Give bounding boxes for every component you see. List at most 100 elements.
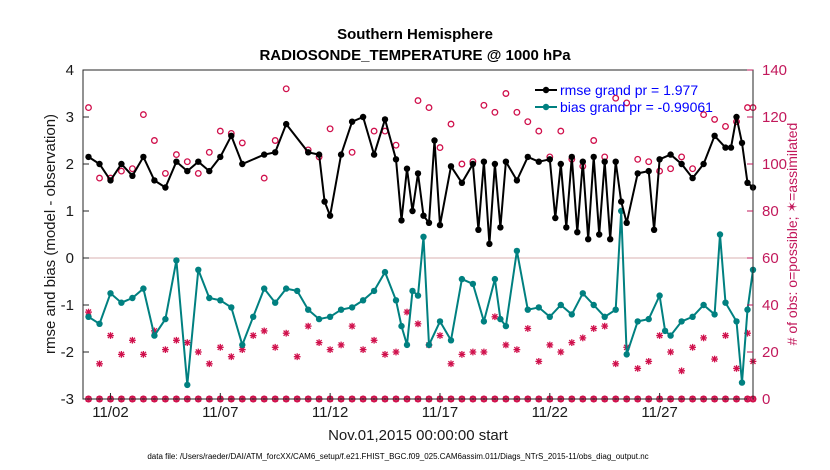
obs-possible-point: [612, 94, 620, 102]
rmse-point: [184, 167, 191, 175]
y-tick-label: -1: [61, 297, 74, 314]
rmse-point: [513, 177, 521, 184]
data-file-footnote: data file: /Users/raeder/DAI/ATM_forcXX/…: [147, 452, 648, 461]
rmse-point: [596, 231, 603, 238]
bias-point: [305, 306, 312, 313]
rmse-point: [321, 198, 328, 205]
legend-rmse-marker: [542, 86, 550, 94]
bias-point: [568, 311, 575, 318]
x-tick-label: 11/22: [532, 404, 568, 421]
obs-possible-point: [557, 127, 565, 135]
obs-assimilated-point: [469, 348, 477, 356]
bias-point: [601, 313, 608, 320]
obs-assimilated-point: [282, 329, 290, 337]
rmse-point: [667, 151, 674, 158]
obs-assimilated-point: [546, 341, 554, 349]
bias-series-group: [85, 207, 757, 389]
obs-possible-point: [480, 101, 488, 109]
rmse-point: [458, 179, 466, 186]
obs-star-stroke: [85, 309, 92, 316]
rmse-point: [579, 158, 586, 165]
obs-star-stroke: [634, 365, 641, 372]
bias-point: [370, 287, 378, 295]
obs-star-stroke: [338, 341, 345, 348]
obs-assimilated-point: [183, 339, 191, 346]
rmse-point: [563, 224, 570, 231]
rmse-point: [469, 160, 477, 168]
rmse-point: [497, 224, 504, 231]
obs-assimilated-point: [579, 334, 587, 342]
rmse-point: [162, 184, 169, 191]
right-tick-label: 80: [762, 203, 779, 220]
obs-star-stroke: [601, 323, 608, 330]
obs-star-stroke: [524, 325, 531, 332]
obs-assimilated-point: [447, 360, 455, 368]
obs-possible-point: [700, 111, 708, 119]
right-tick-label: 140: [762, 62, 787, 79]
obs-star-stroke: [414, 320, 422, 327]
bias-point: [420, 233, 427, 240]
bias-point: [623, 351, 630, 358]
y-tick-label: 2: [66, 156, 74, 173]
rmse-point: [607, 236, 614, 243]
obs-star-stroke: [107, 332, 114, 339]
obs-assimilated-point: [381, 351, 389, 358]
rmse-point: [436, 221, 444, 229]
obs-possible-point: [414, 97, 422, 105]
right-tick-label: 120: [762, 109, 787, 126]
obs-possible-point: [535, 127, 543, 135]
rmse-point: [634, 170, 641, 177]
obs-star-stroke: [195, 348, 202, 356]
y-tick-label: 4: [66, 62, 74, 79]
obs-assimilated-point: [173, 336, 180, 344]
obs-star-stroke: [294, 353, 301, 360]
rmse-point: [552, 214, 559, 222]
rmse-point: [173, 158, 180, 165]
rmse-point: [650, 226, 658, 233]
obs-star-stroke: [239, 346, 246, 353]
obs-assimilated-point: [502, 341, 510, 349]
obs-possible-point: [722, 122, 729, 130]
obs-possible-point: [711, 115, 719, 123]
rmse-point: [601, 158, 608, 165]
obs-assimilated-point: [304, 322, 312, 330]
obs-star-stroke: [579, 334, 586, 341]
obs-assimilated-point: [568, 339, 576, 346]
rmse-point: [738, 139, 746, 147]
bias-point: [716, 231, 724, 238]
obs-assimilated-point: [590, 325, 598, 332]
bias-point: [678, 318, 685, 325]
obs-assimilated-point: [678, 367, 685, 375]
y-tick-label: -3: [61, 391, 74, 408]
bias-point: [217, 297, 224, 304]
obs-possible-point: [150, 137, 158, 144]
obs-star-stroke: [228, 353, 235, 360]
rmse-point: [486, 240, 493, 248]
rmse-point: [557, 160, 564, 168]
rmse-point: [711, 132, 718, 139]
legend-bias-marker: [542, 103, 550, 111]
obs-assimilated-point: [656, 332, 663, 339]
obs-star-stroke: [590, 325, 597, 332]
obs-star-stroke: [371, 337, 378, 344]
rmse-point: [475, 226, 482, 233]
bias-point: [700, 301, 707, 309]
obs-star-stroke: [557, 348, 564, 356]
obs-possible-point: [436, 144, 444, 152]
bias-point: [733, 318, 740, 325]
obs-assimilated-point: [194, 348, 202, 356]
bias-point: [744, 306, 751, 313]
rmse-point: [645, 167, 652, 175]
rmse-point: [283, 120, 290, 128]
obs-assimilated-point: [326, 346, 334, 353]
rmse-point: [590, 153, 597, 161]
rmse-point: [96, 160, 103, 168]
rmse-line: [87, 115, 754, 244]
obs-star-stroke: [360, 346, 367, 353]
rmse-point: [491, 160, 499, 168]
obs-possible-point: [590, 137, 598, 144]
obs-star-stroke: [447, 360, 454, 367]
bias-point: [162, 315, 169, 323]
bias-point: [491, 275, 499, 283]
